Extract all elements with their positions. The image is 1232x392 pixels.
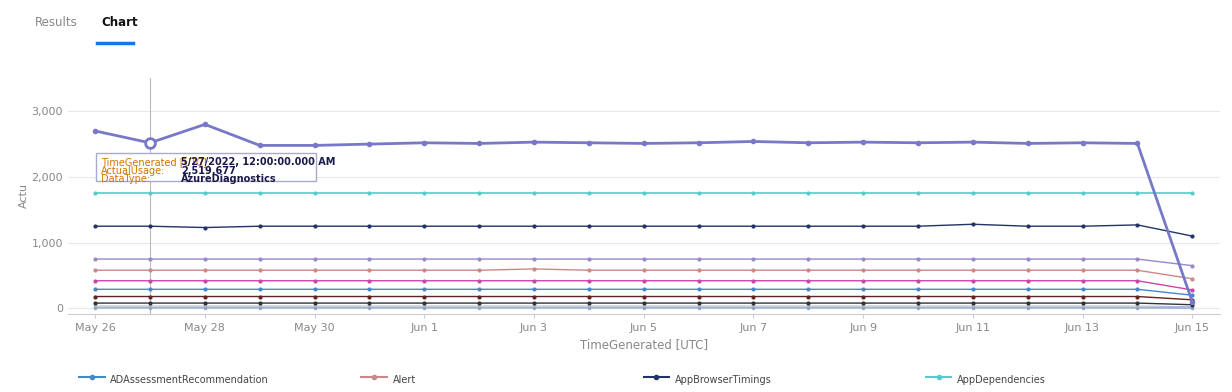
Text: Alert: Alert [393, 375, 416, 385]
Text: Results: Results [34, 16, 78, 29]
X-axis label: TimeGenerated [UTC]: TimeGenerated [UTC] [580, 338, 707, 351]
Text: AppBrowserTimings: AppBrowserTimings [675, 375, 771, 385]
Text: Chart: Chart [101, 16, 138, 29]
Text: 5/27/2022, 12:00:00.000 AM: 5/27/2022, 12:00:00.000 AM [181, 157, 335, 167]
Text: AppDependencies: AppDependencies [957, 375, 1046, 385]
Text: TimeGenerated [UTC]:: TimeGenerated [UTC]: [101, 157, 209, 167]
Text: AzureDiagnostics: AzureDiagnostics [181, 174, 277, 184]
Text: ADAssessmentRecommendation: ADAssessmentRecommendation [111, 375, 269, 385]
Text: ActualUsage:: ActualUsage: [101, 166, 165, 176]
Text: DataType:: DataType: [101, 174, 150, 184]
Y-axis label: Actu: Actu [18, 183, 28, 209]
Text: 2,519.677: 2,519.677 [181, 166, 237, 176]
FancyBboxPatch shape [96, 153, 315, 181]
